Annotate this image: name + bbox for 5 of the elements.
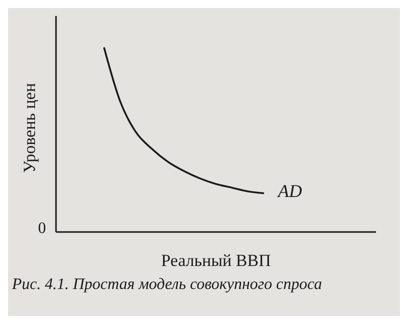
text: 0 bbox=[38, 220, 46, 238]
y-axis-title: Уровень цен bbox=[20, 83, 40, 173]
text: Рис. 4.1. Простая модель совокупного спроса bbox=[12, 276, 323, 294]
series-label: AD bbox=[277, 181, 302, 202]
x-axis-title: Реальный ВВП bbox=[161, 251, 271, 270]
